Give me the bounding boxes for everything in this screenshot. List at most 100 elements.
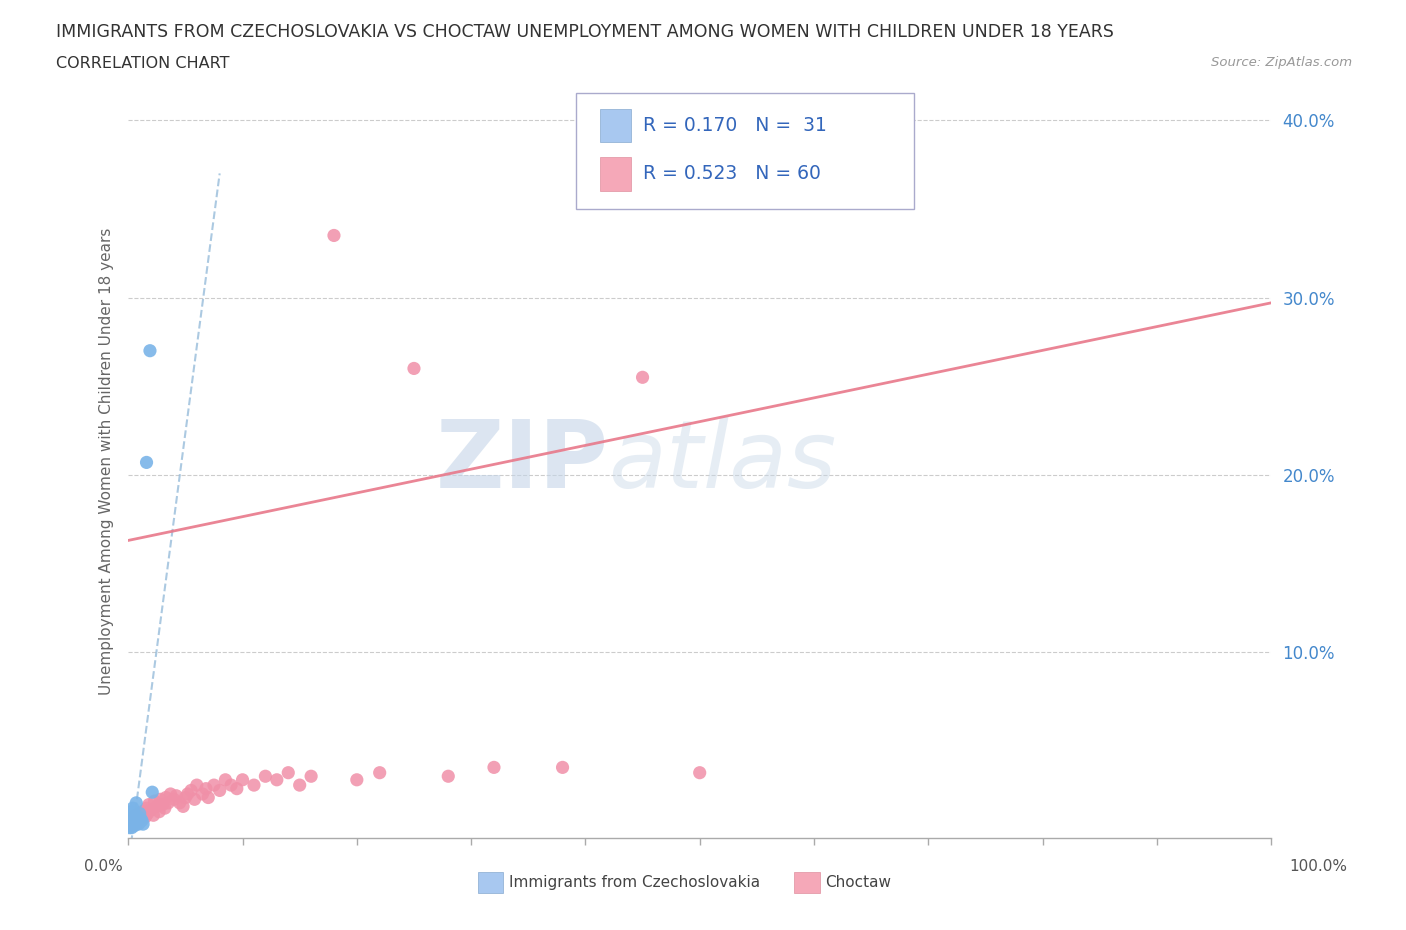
Point	[194, 781, 217, 796]
Point	[148, 804, 170, 819]
Point	[149, 791, 172, 806]
Point	[120, 811, 142, 826]
Point	[346, 772, 368, 787]
Text: Immigrants from Czechoslovakia: Immigrants from Czechoslovakia	[509, 875, 761, 890]
Point	[118, 817, 141, 831]
Point	[183, 791, 205, 806]
Point	[121, 820, 143, 835]
Point	[180, 783, 202, 798]
Point	[124, 817, 146, 831]
Point	[128, 817, 150, 831]
Point	[124, 808, 146, 823]
Point	[139, 803, 162, 817]
Point	[202, 777, 225, 792]
Point	[135, 455, 157, 470]
Point	[118, 817, 141, 831]
Point	[153, 801, 176, 816]
Point	[124, 810, 146, 825]
Point	[132, 808, 155, 823]
Point	[225, 781, 247, 796]
Point	[131, 804, 153, 819]
Point	[551, 760, 574, 775]
Point	[254, 769, 277, 784]
Point	[191, 787, 214, 802]
Text: ZIP: ZIP	[436, 416, 609, 508]
Point	[169, 795, 191, 810]
Point	[121, 815, 143, 830]
Point	[143, 793, 166, 808]
Point	[146, 799, 169, 814]
Point	[122, 818, 145, 833]
Point	[122, 813, 145, 828]
Point	[163, 791, 186, 806]
Point	[121, 808, 143, 823]
Point	[136, 806, 159, 821]
Text: 100.0%: 100.0%	[1289, 859, 1347, 874]
Point	[120, 804, 142, 819]
Point	[129, 811, 152, 826]
Point	[121, 817, 143, 831]
Y-axis label: Unemployment Among Women with Children Under 18 years: Unemployment Among Women with Children U…	[100, 228, 114, 696]
Point	[141, 785, 163, 800]
Point	[299, 769, 322, 784]
Point	[120, 818, 142, 833]
Point	[482, 760, 505, 775]
Point	[232, 772, 254, 787]
Point	[128, 806, 150, 821]
Point	[176, 787, 198, 802]
Point	[152, 797, 174, 812]
Text: Choctaw: Choctaw	[825, 875, 891, 890]
Text: atlas: atlas	[609, 416, 837, 507]
Text: CORRELATION CHART: CORRELATION CHART	[56, 56, 229, 71]
Point	[142, 808, 165, 823]
Point	[174, 790, 197, 805]
Point	[118, 820, 141, 835]
Point	[208, 783, 231, 798]
Text: Source: ZipAtlas.com: Source: ZipAtlas.com	[1212, 56, 1353, 69]
Point	[243, 777, 266, 792]
Point	[127, 813, 149, 828]
Point	[121, 810, 143, 825]
Point	[172, 799, 194, 814]
Point	[277, 765, 299, 780]
Point	[122, 815, 145, 830]
Point	[165, 789, 187, 804]
Text: R = 0.170   N =  31: R = 0.170 N = 31	[643, 116, 827, 135]
Point	[689, 765, 711, 780]
Point	[437, 769, 460, 784]
Point	[631, 370, 654, 385]
Point	[121, 813, 143, 828]
Point	[122, 806, 145, 821]
Point	[128, 806, 150, 821]
Point	[288, 777, 311, 792]
Point	[129, 811, 152, 826]
Point	[157, 795, 180, 810]
Point	[402, 361, 425, 376]
Text: 0.0%: 0.0%	[84, 859, 124, 874]
Point	[159, 787, 181, 802]
Point	[139, 343, 162, 358]
Point	[125, 815, 148, 830]
Point	[128, 813, 150, 828]
Text: R = 0.523   N = 60: R = 0.523 N = 60	[643, 165, 821, 183]
Point	[118, 810, 141, 825]
Point	[266, 772, 288, 787]
Point	[197, 790, 219, 805]
Point	[132, 817, 155, 831]
Point	[131, 813, 153, 828]
Point	[155, 790, 177, 805]
Point	[125, 817, 148, 831]
Point	[128, 815, 150, 830]
Point	[219, 777, 242, 792]
Point	[138, 797, 160, 812]
Point	[368, 765, 391, 780]
Point	[186, 777, 208, 792]
Point	[127, 810, 149, 825]
Point	[214, 772, 236, 787]
Point	[121, 801, 143, 816]
Point	[125, 795, 148, 810]
Text: IMMIGRANTS FROM CZECHOSLOVAKIA VS CHOCTAW UNEMPLOYMENT AMONG WOMEN WITH CHILDREN: IMMIGRANTS FROM CZECHOSLOVAKIA VS CHOCTA…	[56, 23, 1114, 41]
Point	[135, 801, 157, 816]
Point	[323, 228, 346, 243]
Point	[120, 818, 142, 833]
